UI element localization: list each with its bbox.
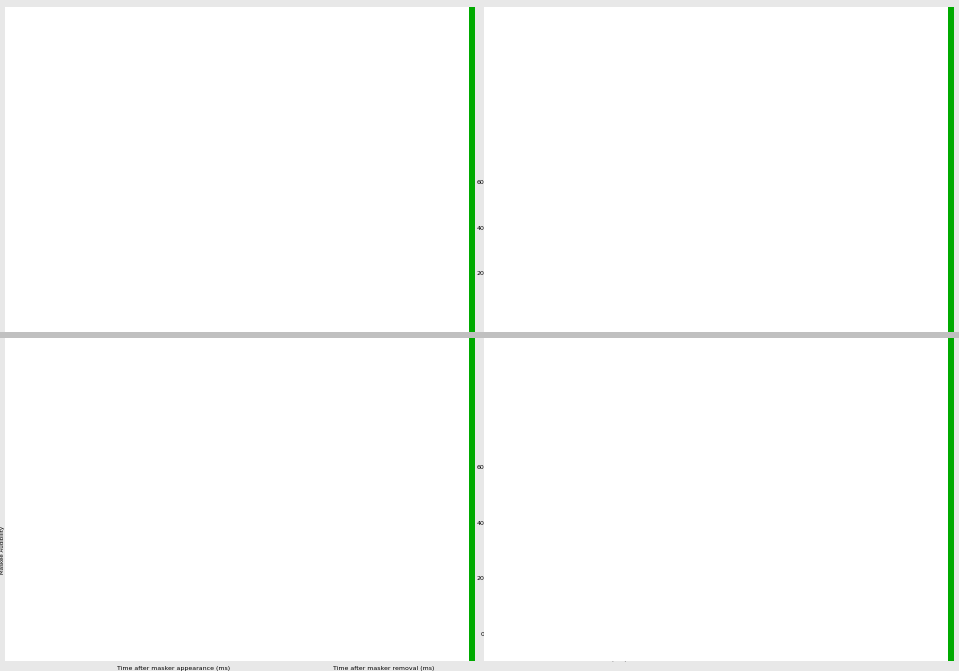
Text: 4: 4 [299, 111, 303, 116]
Bar [14, 76, 22, 82]
Text: 8: 8 [355, 111, 358, 116]
Text: Frekvensmaskeringen: Frekvensmaskeringen [72, 83, 194, 93]
Text: Jo høyere lydintensitet,: Jo høyere lydintensitet, [72, 98, 201, 108]
Bar [37, 392, 44, 395]
Bar [517, 392, 524, 395]
Text: Time after masker appearance (ms): Time after masker appearance (ms) [117, 666, 230, 671]
Text: for høyere frekvenser.: for høyere frekvenser. [72, 119, 195, 130]
Y-axis label: dBs: dBs [219, 175, 224, 184]
Y-axis label: dBs: dBs [465, 238, 471, 252]
Text: Tidsmaskering skyldes at hårcellene i det indre øre går i metning,: Tidsmaskering skyldes at hårcellene i de… [39, 370, 430, 382]
Text: Mask tone: Mask tone [505, 259, 542, 265]
Text: Heltrukket kurve når tonen er spilt i 200 millisekunder.: Heltrukket kurve når tonen er spilt i 20… [540, 396, 865, 408]
Y-axis label: dBs: dBs [465, 537, 471, 550]
Bar [494, 64, 502, 69]
Text: Vi kan finne maskeringstiden for flere lydintensiteter  og frekvenser,: Vi kan finne maskeringstiden for flere l… [519, 93, 926, 103]
Text: Frekvensmaskering: Frekvensmaskering [146, 19, 329, 37]
Text: Vi filtrerer lyden til separate signaler på 32 frekvensbånd,: Vi filtrerer lyden til separate signaler… [39, 129, 363, 141]
Bar [109, 602, 351, 641]
Bar [37, 413, 44, 416]
Text: Noen hovedpunkter :: Noen hovedpunkter : [39, 72, 164, 83]
Text: Man kan spille en 1 kHz maskeringstone med lydintensitet 60 dB: Man kan spille en 1 kHz maskeringstone m… [519, 42, 902, 52]
Text: "Premaskering" har mye kortere effektivt tidsintervall, 2-5 ms.: "Premaskering" har mye kortere effektivt… [60, 408, 433, 418]
Text: masker: masker [193, 618, 219, 624]
Text: En sterk lyd kan maskere en svakere lyd som spilles like: En sterk lyd kan maskere en svakere lyd … [39, 398, 376, 408]
Bar [494, 99, 502, 104]
Text: Postmaskering og premaskering: Postmaskering og premaskering [99, 349, 376, 364]
Text: – og en nærliggende testtone, for eksempel 1.1 kHz med 30 dB.: – og en nærliggende testtone, for eksemp… [519, 48, 896, 58]
Bar [14, 135, 22, 140]
Text: 1: 1 [258, 103, 262, 108]
Bar [14, 52, 22, 57]
Bar [47, 117, 54, 121]
Text: og trenger litt tid før de igjen reagerer normalt.: og trenger litt tid før de igjen reagere… [39, 378, 324, 388]
Text: For en gitt frekvens finnes et "kritisk frekvensbånd": For en gitt frekvens finnes et "kritisk … [39, 46, 329, 58]
Text: Metningsfenomenet avhenger av hvor lenge: Metningsfenomenet avhenger av hvor lenge [519, 370, 781, 380]
Text: Post-Masking: Post-Masking [368, 462, 414, 468]
Text: Metning avhenger av varighet …: Metning avhenger av varighet … [576, 349, 857, 364]
Text: Frekvensmaskering er bredere: Frekvensmaskering er bredere [72, 113, 242, 123]
X-axis label: Delay time (ms): Delay time (ms) [569, 339, 625, 346]
Bar [494, 79, 502, 85]
Text: © Institutt for informatikk – Martin Giese 30. oktober 2009                     : © Institutt for informatikk – Martin Gie… [61, 650, 413, 656]
Text: (Fra Li and Drew, Fundamentals of Multimedia, 2004).: (Fra Li and Drew, Fundamentals of Multim… [540, 404, 858, 414]
Text: og finne 2D maskeringsterskel i frekvens og tid.: og finne 2D maskeringsterskel i frekvens… [519, 101, 804, 111]
Text: Tidsmaskering: Tidsmaskering [648, 19, 785, 37]
Text: Pga frekvensmaskering kan ikke testtonen høres.: Pga frekvensmaskering kan ikke testtonen… [519, 59, 813, 69]
Bar [47, 103, 54, 106]
Text: der denne lyden vil maskere ut andre lyder.: der denne lyden vil maskere ut andre lyd… [39, 54, 281, 64]
Text: er asymmetrisk.: er asymmetrisk. [72, 90, 161, 100]
Text: Figuren viser maskeringsterskelen for tre toner (lydintensitet 60 dB).: Figuren viser maskeringsterskelen for tr… [39, 61, 425, 71]
Bar [494, 46, 502, 51]
Text: dess bredere frekvensmaskering.: dess bredere frekvensmaskering. [72, 105, 257, 115]
Bar [14, 403, 22, 408]
Text: Pre-: Pre- [62, 462, 76, 468]
Bar [47, 88, 54, 91]
Text: - men først etter at det har gått litt tid.: - men først etter at det har gått litt t… [519, 80, 752, 92]
Y-axis label: Maskee Audibility
Threshold Increase (dB): Maskee Audibility Threshold Increase (dB… [0, 517, 11, 583]
X-axis label: Delay time (ms): Delay time (ms) [572, 654, 627, 661]
Text: maskeringstonen har blitt spilt.: maskeringstonen har blitt spilt. [519, 377, 706, 387]
Bar [494, 376, 502, 380]
Text: Simultaneous: Simultaneous [206, 462, 254, 468]
Text: før: før [357, 398, 373, 408]
Text: Stiplet kurve viser maskeringstid når tonen er spilt i 100 ms: Stiplet kurve viser maskeringstid når to… [540, 386, 896, 399]
Text: istedenfor å måtte ta vare på signalstyrken på alle frekvenser.: istedenfor å måtte ta vare på signalstyr… [39, 136, 386, 148]
X-axis label: Frequency (kHz): Frequency (kHz) [328, 285, 367, 289]
Text: Time after masker removal (ms): Time after masker removal (ms) [333, 666, 433, 671]
Bar [494, 178, 503, 319]
Text: Test tone: Test tone [578, 239, 610, 245]
Text: © Institutt for informatikk – Martin Giese 30. oktober 2009                     : © Institutt for informatikk – Martin Gie… [61, 321, 413, 327]
Text: Når maskeringstonen slås av kan vi høre den: Når maskeringstonen slås av kan vi høre … [519, 73, 785, 85]
Bar [517, 403, 524, 406]
Text: © Institutt for informatikk – Martin Giese 30. oktober 2009                     : © Institutt for informatikk – Martin Gie… [541, 650, 893, 656]
Text: "Postmaskering" har et effektivt tidsintervall på 50-200 ms.: "Postmaskering" har et effektivt tidsint… [60, 386, 415, 399]
Bar [14, 376, 22, 381]
Text: © Institutt for informatikk – Martin Giese 30. oktober 2009                     : © Institutt for informatikk – Martin Gie… [541, 321, 893, 327]
